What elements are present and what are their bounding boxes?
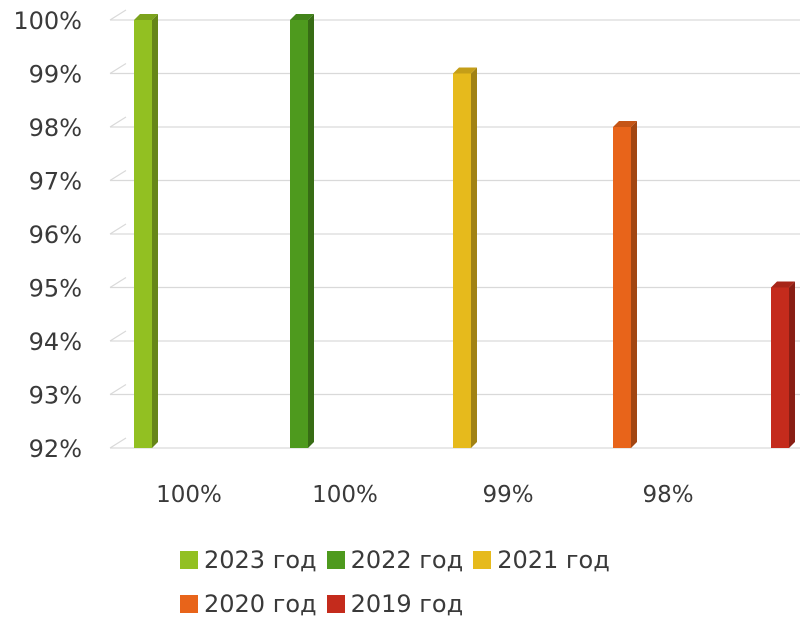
bar-2 [290,14,314,448]
data-label: 99% [482,482,533,508]
y-tick-label: 96% [29,221,82,249]
bar-side [308,14,314,448]
y-tick-label: 97% [29,168,82,196]
legend-swatch [473,551,491,569]
y-tick-label: 94% [29,328,82,356]
gridline-depth [110,278,126,288]
gridline-depth [110,64,126,74]
legend-item: 2021 год [473,546,610,574]
legend-item: 2023 год [180,546,317,574]
gridline-depth [110,385,126,395]
legend-label: 2022 год [351,546,464,574]
gridline-depth [110,171,126,181]
data-label: 100% [156,482,222,508]
y-tick-label: 92% [29,435,82,463]
legend-swatch [180,551,198,569]
bar-front [453,74,471,449]
legend-item: 2022 год [327,546,464,574]
gridline-depth [110,10,126,20]
legend-swatch [180,595,198,613]
legend-label: 2021 год [497,546,610,574]
y-tick-label: 98% [29,114,82,142]
legend-row: 2023 год 2022 год 2021 год [180,538,740,582]
data-labels: 100% 100% 99% 98% [156,482,693,508]
legend-item: 2019 год [327,590,464,618]
y-tick-label: 93% [29,382,82,410]
gridline-depth [110,224,126,234]
bar-chart: 100% 99% 98% 97% 96% 95% 94% 93% 92% 100% 100% 99%… [0,0,806,530]
gridline-depth [110,117,126,127]
y-axis: 100% 99% 98% 97% 96% 95% 94% 93% 92% [13,7,82,463]
data-label: 98% [642,482,693,508]
legend-row: 2020 год 2019 год [180,582,740,626]
legend-label: 2023 год [204,546,317,574]
bar-front [771,288,789,449]
legend-item: 2020 год [180,590,317,618]
bar-front [613,127,631,448]
legend-label: 2020 год [204,590,317,618]
bar-side [631,121,637,448]
y-tick-label: 95% [29,275,82,303]
data-label: 100% [312,482,378,508]
bar-front [134,20,152,448]
bars [134,14,795,448]
bar-3 [453,68,477,449]
bar-5 [771,282,795,449]
bar-side [471,68,477,449]
legend-swatch [327,551,345,569]
bar-4 [613,121,637,448]
bar-front [290,20,308,448]
y-tick-label: 99% [29,61,82,89]
legend-label: 2019 год [351,590,464,618]
legend-swatch [327,595,345,613]
bar-side [152,14,158,448]
gridline-depth [110,331,126,341]
bar-1 [134,14,158,448]
gridline-depth [110,438,126,448]
bar-side [789,282,795,449]
legend: 2023 год 2022 год 2021 год 2020 год 2019 го… [180,538,740,626]
y-tick-label: 100% [13,7,82,35]
